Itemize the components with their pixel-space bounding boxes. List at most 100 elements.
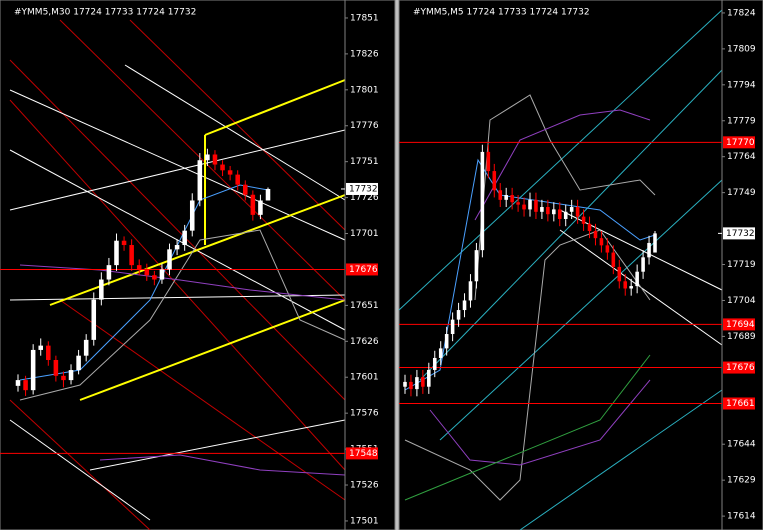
candle-body <box>227 170 233 175</box>
candle-body <box>53 359 59 376</box>
level-tag <box>723 397 755 410</box>
y-tick-label: 17776 <box>350 121 379 131</box>
candle-body <box>480 151 485 251</box>
candle-body <box>250 194 256 215</box>
y-tick-label: 17576 <box>350 409 379 419</box>
y-tick-label: 17614 <box>727 512 756 522</box>
candle-body <box>605 245 610 253</box>
candle-body <box>635 271 639 287</box>
candle-body <box>432 357 437 370</box>
candle-body <box>76 355 81 371</box>
y-tick-label: 17801 <box>350 85 379 95</box>
candle-body <box>510 195 514 203</box>
candle-body <box>552 209 556 215</box>
y-tick-label: 17601 <box>350 373 379 383</box>
candle-body <box>546 207 550 215</box>
y-tick-label: 17749 <box>727 188 756 198</box>
candle-body <box>61 375 66 381</box>
y-tick-label: 17826 <box>350 49 379 59</box>
candle-body <box>197 160 203 201</box>
candle-body <box>159 269 165 280</box>
level-tag <box>723 136 755 149</box>
chart-title: #YMM5,M30 17724 17733 17724 17732 <box>14 8 196 18</box>
candle-body <box>30 349 36 391</box>
candle-body <box>557 209 562 219</box>
panel-left <box>0 0 396 530</box>
candle-body <box>611 252 616 267</box>
candle-body <box>403 381 407 387</box>
level-label: 17694 <box>726 320 755 330</box>
candle-body <box>23 380 28 391</box>
candle-body <box>534 199 538 212</box>
y-tick-label: 17751 <box>350 157 379 167</box>
y-tick-label: 17851 <box>350 13 379 23</box>
y-tick-label: 17719 <box>727 260 756 270</box>
candle-body <box>205 154 210 161</box>
last-price-tag <box>346 182 378 195</box>
candle-body <box>498 190 503 200</box>
candle-body <box>504 195 508 200</box>
candle-body <box>599 238 604 246</box>
candle-body <box>235 174 240 185</box>
y-tick-label: 17689 <box>727 332 756 342</box>
candle-body <box>265 188 271 201</box>
level-label: 17548 <box>349 449 378 459</box>
chart-title: #YMM5,M5 17724 17733 17724 17732 <box>413 8 590 18</box>
candle-body <box>167 249 172 270</box>
candle-body <box>486 151 491 172</box>
candle-body <box>415 377 419 390</box>
candle-body <box>427 369 431 387</box>
candle-body <box>516 202 520 205</box>
y-tick-label: 17794 <box>727 80 756 90</box>
candle-body <box>563 211 568 219</box>
candle-body <box>129 245 134 266</box>
candle-body <box>617 266 622 282</box>
candle-body <box>114 240 119 266</box>
candle-body <box>569 207 574 212</box>
candle-body <box>243 184 248 195</box>
y-tick-label: 17501 <box>350 516 379 526</box>
candle-body <box>528 199 532 210</box>
y-tick-label: 17726 <box>350 193 379 203</box>
y-tick-label: 17644 <box>727 440 756 450</box>
level-tag <box>346 263 378 276</box>
candle-body <box>38 345 43 350</box>
level-tag <box>723 361 755 374</box>
candle-body <box>136 265 142 270</box>
y-tick-label: 17651 <box>350 301 379 311</box>
candle-body <box>629 286 633 289</box>
candle-body <box>492 171 497 191</box>
y-tick-label: 17809 <box>727 44 756 54</box>
level-tag <box>346 447 378 460</box>
candle-body <box>438 348 443 358</box>
candle-body <box>444 334 449 349</box>
y-tick-label: 17629 <box>727 476 756 486</box>
candle-body <box>575 207 580 217</box>
drawings <box>9 9 723 530</box>
candle-body <box>468 281 473 301</box>
y-tick-label: 17764 <box>727 152 756 162</box>
candle-body <box>15 380 21 386</box>
level-label: 17676 <box>349 265 378 275</box>
y-tick-label: 17626 <box>350 337 379 347</box>
candle-body <box>587 223 592 231</box>
candle-body <box>83 339 89 356</box>
candle-body <box>581 216 586 224</box>
candle-body <box>409 381 413 390</box>
candle-body <box>189 200 195 231</box>
y-tick-label: 17779 <box>727 116 756 126</box>
panel-right <box>398 0 763 530</box>
candle-body <box>474 250 479 282</box>
candle-body <box>68 370 74 381</box>
candle-body <box>212 154 218 165</box>
candle-body <box>144 269 150 276</box>
candle-body <box>174 245 180 250</box>
candle-body <box>258 200 263 215</box>
candle-body <box>220 164 225 171</box>
candle-body <box>450 319 455 335</box>
last-price-label: 17732 <box>726 229 755 239</box>
candle-body <box>99 279 104 300</box>
last-price-label: 17732 <box>349 184 378 194</box>
candle-body <box>152 275 157 280</box>
candle-body <box>522 204 526 210</box>
